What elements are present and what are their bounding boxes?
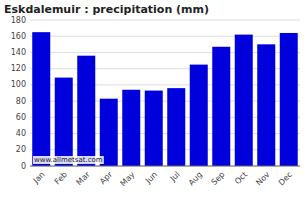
y-tick-label: 160 (11, 32, 26, 41)
x-tick-label: Dec (277, 170, 294, 187)
x-axis: Jan Feb Mar AprMay Jun Jul Aug Sep Oct Nov Dec (31, 170, 294, 189)
y-tick-label: 0 (21, 162, 26, 171)
annotation: www.allmetsat.com (34, 156, 103, 164)
watermark: www.allmetsat.com (33, 156, 104, 164)
x-tick-label: Mar (75, 170, 93, 188)
x-tick-label: Nov (254, 170, 272, 188)
chart: 020406080100120140160180JanFebMarAprMayJ… (0, 0, 306, 200)
x-tick-label: Aug (187, 170, 204, 187)
bars (32, 32, 298, 166)
y-axis: 0 20 40 60 80 100 120 140 160 180 (11, 16, 26, 171)
bar (235, 35, 253, 166)
bar (122, 90, 140, 166)
y-tick-label: 120 (11, 64, 26, 73)
bar (257, 44, 275, 166)
y-tick-label: 180 (11, 16, 26, 25)
bar (190, 65, 208, 166)
bar (167, 88, 185, 166)
bar (55, 78, 73, 166)
x-tick-label: Sep (210, 170, 227, 187)
grid-line (30, 166, 300, 167)
bar (32, 32, 50, 166)
bar (212, 47, 230, 166)
grid (30, 20, 300, 166)
x-tick-label: Apr (98, 170, 115, 187)
bar (77, 56, 95, 166)
y-tick-label: 40 (16, 129, 26, 138)
y-tick-label: 100 (11, 80, 26, 89)
y-tick-label: 140 (11, 48, 26, 57)
x-tick-label: Oct (233, 170, 249, 186)
grid-line (30, 20, 300, 21)
x-tick-label: Jul (168, 170, 182, 184)
x-tick-label: Jan (31, 170, 47, 186)
grid-line (30, 36, 300, 37)
bar (145, 91, 163, 166)
title: Eskdalemuir : precipitation (mm) (4, 3, 209, 16)
x-tick-label: May (119, 170, 137, 188)
y-tick-label: 80 (16, 97, 26, 106)
x-tick-label: Jun (143, 170, 159, 186)
y-tick-label: 20 (16, 145, 26, 154)
x-tick-label: Feb (53, 170, 69, 186)
annotation-background (33, 156, 104, 164)
y-tick-label: 60 (16, 113, 26, 122)
x-axis-line (30, 166, 300, 167)
bar (280, 33, 298, 166)
